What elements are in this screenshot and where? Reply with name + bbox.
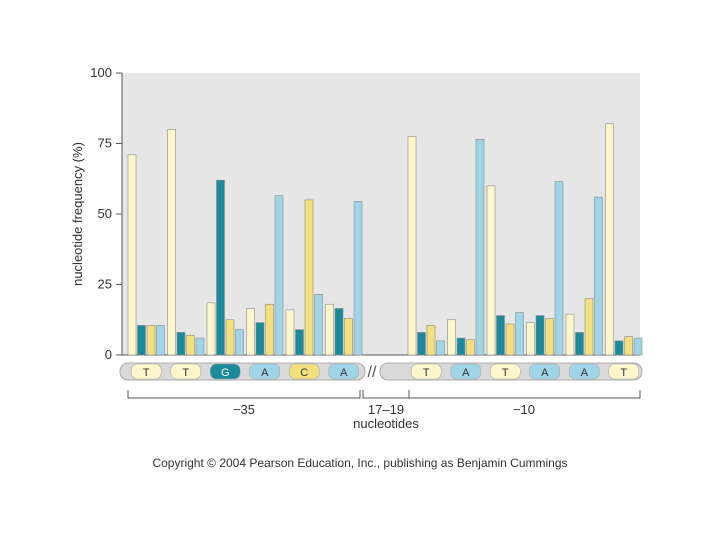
bar (475, 138, 485, 356)
bar (274, 195, 284, 356)
bar (206, 302, 216, 356)
dna-base-label: A (581, 367, 589, 379)
bar (235, 329, 244, 356)
bar (535, 315, 545, 356)
bar (216, 179, 225, 356)
y-tick-label: 0 (105, 347, 112, 362)
bar (137, 325, 146, 356)
dna-base-cell (529, 363, 561, 380)
y-axis-label: nucleotide frequency (%) (70, 142, 85, 286)
bar (195, 337, 205, 356)
bar (344, 318, 353, 356)
region-label-minus-10: −10 (513, 402, 535, 417)
bar (594, 196, 603, 356)
bracket-spacer (362, 390, 410, 399)
dna-base-cell (608, 363, 640, 380)
bar (466, 339, 475, 356)
bar (353, 201, 363, 356)
bar (584, 298, 594, 356)
bar (505, 323, 515, 356)
copyright-notice: Copyright © 2004 Pearson Education, Inc.… (152, 456, 568, 470)
sequence-break-symbol: // (368, 364, 377, 381)
dna-base-label: A (541, 367, 549, 379)
region-label-minus-35: −35 (233, 402, 255, 417)
dna-base-cell (130, 363, 162, 380)
dna-base-cell (568, 363, 600, 380)
bar (407, 136, 417, 356)
dna-base-cell (288, 363, 320, 380)
bar (265, 303, 274, 356)
bar (565, 313, 575, 356)
bar (456, 337, 466, 356)
bar (526, 322, 535, 356)
bar (156, 325, 165, 356)
bar (436, 340, 445, 356)
dna-base-label: G (221, 367, 230, 379)
bar (614, 340, 624, 356)
y-tick-label: 50 (98, 206, 112, 221)
bar (295, 329, 304, 356)
dna-base-label: T (182, 367, 189, 379)
bracket-minus-10 (408, 390, 641, 399)
bracket-minus-35 (127, 390, 361, 399)
bar (334, 308, 344, 356)
dna-base-cell (249, 363, 281, 380)
bar (255, 322, 265, 356)
bar (633, 337, 643, 356)
bar (314, 294, 323, 356)
dna-base-label: T (143, 367, 150, 379)
dna-base-label: A (462, 367, 470, 379)
y-tick-label: 75 (98, 136, 112, 151)
bar (146, 325, 156, 356)
bar (486, 185, 496, 356)
bar (225, 319, 235, 356)
bar (417, 332, 426, 356)
bar (496, 315, 505, 356)
bar (304, 199, 314, 356)
dna-base-label: T (423, 367, 430, 379)
dna-base-cell (209, 363, 241, 380)
bar (447, 319, 456, 356)
dna-base-cell (170, 363, 202, 380)
dna-base-cell (328, 363, 360, 380)
y-tick-label: 100 (90, 65, 112, 80)
y-tick-label: 25 (98, 277, 112, 292)
bar (246, 308, 255, 356)
dna-base-label: T (620, 367, 627, 379)
dna-base-label: A (261, 367, 269, 379)
dna-base-label: C (300, 367, 308, 379)
bar (515, 312, 524, 356)
bar (554, 181, 564, 356)
bar (426, 325, 436, 356)
bar (545, 318, 554, 356)
bar (285, 309, 295, 356)
dna-base-cell (410, 363, 442, 380)
dna-base-cell (450, 363, 482, 380)
bar (127, 154, 137, 356)
bar (325, 303, 334, 356)
bar (186, 334, 195, 356)
bar (605, 123, 614, 356)
bar (176, 332, 186, 356)
dna-base-cell (489, 363, 521, 380)
region-label-spacer: 17–19 (368, 402, 404, 417)
bar (624, 336, 633, 356)
bar (575, 332, 584, 356)
region-label-spacer-unit: nucleotides (353, 416, 419, 431)
bar (167, 129, 176, 356)
dna-base-label: A (340, 367, 348, 379)
dna-base-label: T (502, 367, 509, 379)
